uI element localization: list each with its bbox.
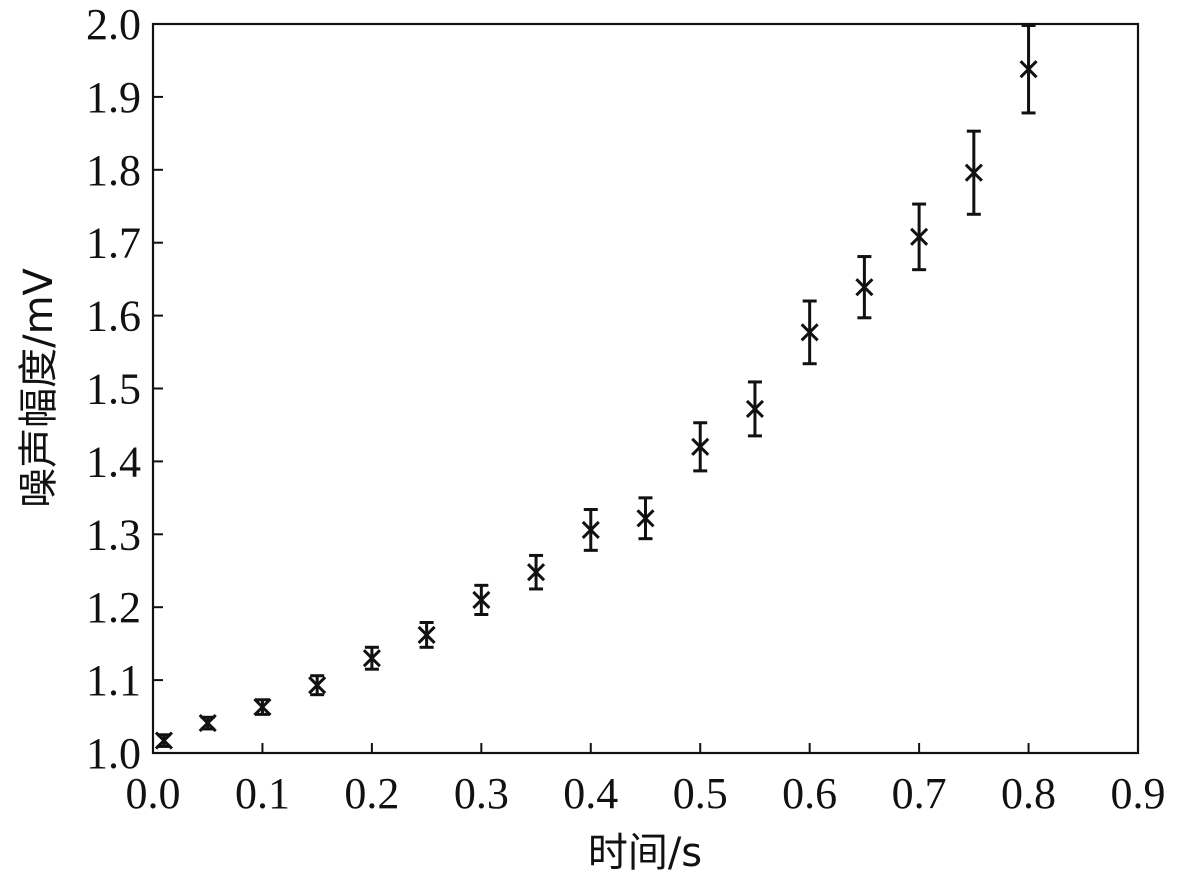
y-tick-label: 1.5 [86, 365, 141, 414]
data-point [691, 437, 710, 456]
data-point [362, 649, 381, 668]
y-tick-label: 1.0 [86, 729, 141, 778]
data-point [1019, 60, 1038, 79]
x-marker-stroke [1019, 60, 1038, 79]
error-bars [156, 23, 1036, 748]
x-marker-stroke [964, 163, 983, 182]
y-axis: 1.0 1.1 1.2 1.3 1.4 1.5 1.6 1.7 1.8 1.9 2.0 [86, 0, 163, 778]
data-point [526, 563, 546, 582]
x-marker-stroke [526, 563, 546, 582]
x-axis: 0.0 0.1 0.2 0.3 0.4 0.5 0.6 0.7 0.8 0.9 [126, 743, 1166, 818]
y-tick-label: 1.7 [86, 219, 141, 268]
x-marker-stroke [910, 227, 929, 246]
data-point [745, 399, 765, 418]
y-tick-label: 1.6 [86, 292, 141, 341]
y-tick-label: 1.9 [86, 73, 141, 122]
x-marker-stroke [253, 698, 272, 717]
x-axis-title: 时间/s [588, 830, 702, 876]
data-point [253, 698, 272, 717]
y-tick-label: 1.2 [86, 583, 141, 632]
data-points [154, 60, 1038, 750]
y-tick-label: 1.3 [86, 510, 141, 559]
x-marker-stroke [198, 714, 217, 733]
x-tick-label: 0.4 [563, 769, 618, 818]
y-tick-label: 2.0 [86, 0, 141, 49]
x-tick-label: 0.1 [235, 769, 290, 818]
x-tick-label: 0.5 [673, 769, 728, 818]
data-point [417, 625, 436, 644]
x-tick-label: 0.9 [1111, 769, 1166, 818]
x-marker-stroke [691, 437, 710, 456]
x-marker-stroke [636, 509, 655, 528]
y-tick-label: 1.4 [86, 437, 141, 486]
y-tick-label: 1.8 [86, 146, 141, 195]
x-marker-stroke [417, 625, 436, 644]
x-marker-stroke [745, 399, 765, 418]
data-point [910, 227, 929, 246]
x-marker-stroke [154, 731, 174, 750]
data-point [800, 323, 819, 342]
data-point [636, 509, 655, 528]
y-axis-title: 噪声幅度/mV [16, 267, 62, 507]
x-tick-label: 0.6 [782, 769, 837, 818]
x-tick-label: 0.0 [126, 769, 181, 818]
x-tick-label: 0.7 [892, 769, 947, 818]
x-marker-stroke [362, 649, 381, 668]
data-point [581, 520, 600, 539]
x-marker-stroke [800, 323, 819, 342]
data-point [964, 163, 983, 182]
x-marker-stroke [308, 676, 327, 695]
y-tick-label: 1.1 [86, 656, 141, 705]
x-tick-label: 0.3 [454, 769, 509, 818]
x-tick-label: 0.8 [1001, 769, 1056, 818]
x-tick-label: 0.2 [344, 769, 399, 818]
plot-frame [151, 22, 1140, 755]
x-marker-stroke [472, 590, 491, 609]
data-point [472, 590, 491, 609]
data-point [154, 731, 174, 750]
x-marker-stroke [581, 520, 600, 539]
x-marker-stroke [855, 278, 874, 297]
data-point [198, 714, 217, 733]
data-point [855, 278, 874, 297]
data-point [308, 676, 327, 695]
